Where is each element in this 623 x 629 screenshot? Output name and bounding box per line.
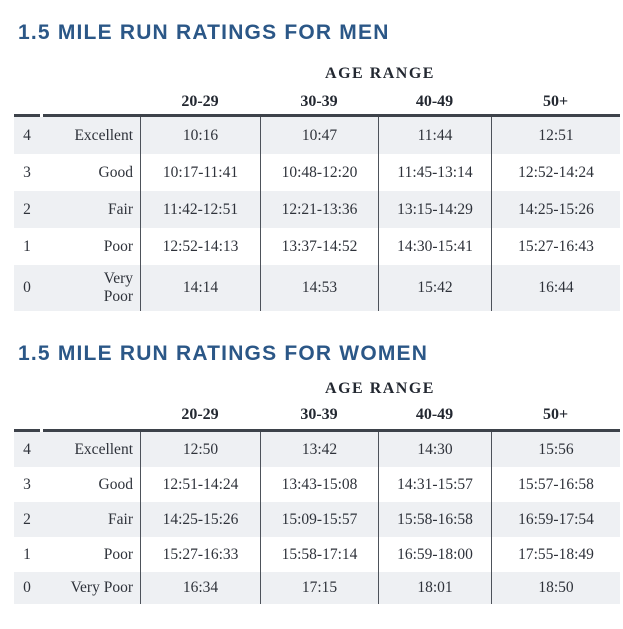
score-cell: 3: [23, 163, 31, 181]
rating-label-cell: Very Poor: [103, 270, 133, 306]
women-ratings-section: 1.5 MILE RUN RATINGS FOR WOMEN AGE RANGE…: [14, 342, 623, 605]
time-value-cell: 14:25-15:26: [491, 191, 620, 229]
top-border-gap: [40, 429, 43, 433]
rating-label-cell: Very Poor: [70, 579, 133, 597]
women-ratings-table: 4 Excellent 12:50 13:42 14:30 15:56 3 Good 12:51…: [14, 429, 620, 605]
rating-label-cell: Excellent: [74, 440, 133, 458]
table-row: 4 Excellent 12:50 13:42 14:30 15:56: [14, 432, 620, 468]
rating-label-cell: Excellent: [74, 126, 133, 144]
time-value-cell: 12:52-14:24: [491, 154, 620, 192]
page: 1.5 MILE RUN RATINGS FOR MEN AGE RANGE 2…: [14, 21, 623, 605]
time-value-cell: 18:01: [378, 572, 491, 605]
time-value-cell: 13:15-14:29: [378, 191, 491, 229]
age-column-header: 30-39: [300, 405, 338, 423]
time-value-cell: 10:47: [260, 117, 378, 155]
women-age-column-headers: 20-29 30-39 40-49 50+: [140, 406, 620, 424]
table-row: 1 Poor 15:27-16:33 15:58-17:14 16:59-18:00 17…: [14, 537, 620, 573]
time-value-cell: 14:25-15:26: [140, 502, 260, 538]
table-row: 0 Very Poor 14:14 14:53 15:42 16:44: [14, 265, 620, 312]
score-cell: 2: [23, 510, 31, 528]
table-row: 2 Fair 11:42-12:51 12:21-13:36 13:15-14:29 14…: [14, 191, 620, 229]
time-value-cell: 10:17-11:41: [140, 154, 260, 192]
table-row: 2 Fair 14:25-15:26 15:09-15:57 15:58-16:58 16…: [14, 502, 620, 538]
table-row: 3 Good 12:51-14:24 13:43-15:08 14:31-15:57 15…: [14, 467, 620, 503]
time-value-cell: 13:43-15:08: [260, 467, 378, 503]
time-value-cell: 15:58-16:58: [378, 502, 491, 538]
time-value-cell: 15:42: [378, 265, 491, 312]
men-ratings-table: 4 Excellent 10:16 10:47 11:44 12:51 3 Good 10:17…: [14, 114, 620, 312]
age-column-header: 50+: [542, 92, 569, 110]
women-section-title: 1.5 MILE RUN RATINGS FOR WOMEN: [18, 342, 429, 366]
time-value-cell: 14:30: [378, 432, 491, 468]
score-cell: 4: [23, 126, 31, 144]
men-age-column-headers: 20-29 30-39 40-49 50+: [140, 93, 620, 111]
score-cell: 0: [23, 579, 31, 597]
time-value-cell: 12:51-14:24: [140, 467, 260, 503]
time-value-cell: 14:53: [260, 265, 378, 312]
time-value-cell: 12:21-13:36: [260, 191, 378, 229]
rating-label-cell: Poor: [103, 237, 133, 255]
rating-label-cell: Poor: [103, 545, 133, 563]
score-cell: 1: [23, 545, 31, 563]
time-value-cell: 15:09-15:57: [260, 502, 378, 538]
time-value-cell: 16:34: [140, 572, 260, 605]
time-value-cell: 12:50: [140, 432, 260, 468]
men-ratings-section: 1.5 MILE RUN RATINGS FOR MEN AGE RANGE 2…: [14, 21, 623, 312]
time-value-cell: 10:48-12:20: [260, 154, 378, 192]
time-value-cell: 11:42-12:51: [140, 191, 260, 229]
time-value-cell: 13:37-14:52: [260, 228, 378, 266]
rating-label-cell: Fair: [108, 200, 133, 218]
age-column-header: 20-29: [181, 92, 219, 110]
time-value-cell: 17:55-18:49: [491, 537, 620, 573]
rating-label-cell: Good: [98, 163, 133, 181]
rating-label-cell: Good: [98, 475, 133, 493]
time-value-cell: 15:57-16:58: [491, 467, 620, 503]
table-row: 3 Good 10:17-11:41 10:48-12:20 11:45-13:14 12…: [14, 154, 620, 192]
time-value-cell: 10:16: [140, 117, 260, 155]
time-value-cell: 11:45-13:14: [378, 154, 491, 192]
age-column-header: 30-39: [300, 92, 338, 110]
time-value-cell: 15:56: [491, 432, 620, 468]
score-cell: 0: [23, 279, 31, 297]
age-column-header: 40-49: [415, 405, 454, 423]
time-value-cell: 16:44: [491, 265, 620, 312]
age-column-header: 50+: [542, 405, 569, 423]
table-row: 4 Excellent 10:16 10:47 11:44 12:51: [14, 117, 620, 155]
time-value-cell: 15:27-16:43: [491, 228, 620, 266]
women-age-range-label: AGE RANGE: [325, 380, 435, 398]
score-cell: 3: [23, 475, 31, 493]
age-column-header: 20-29: [181, 405, 219, 423]
time-value-cell: 17:15: [260, 572, 378, 605]
time-value-cell: 13:42: [260, 432, 378, 468]
time-value-cell: 12:51: [491, 117, 620, 155]
time-value-cell: 15:58-17:14: [260, 537, 378, 573]
age-column-header: 40-49: [415, 92, 454, 110]
score-cell: 4: [23, 440, 31, 458]
time-value-cell: 14:30-15:41: [378, 228, 491, 266]
score-cell: 1: [23, 237, 31, 255]
time-value-cell: 18:50: [491, 572, 620, 605]
time-value-cell: 14:14: [140, 265, 260, 312]
time-value-cell: 11:44: [378, 117, 491, 155]
table-row: 1 Poor 12:52-14:13 13:37-14:52 14:30-15:41 15…: [14, 228, 620, 266]
time-value-cell: 16:59-17:54: [491, 502, 620, 538]
table-row: 0 Very Poor 16:34 17:15 18:01 18:50: [14, 572, 620, 605]
rating-label-cell: Fair: [108, 510, 133, 528]
time-value-cell: 16:59-18:00: [378, 537, 491, 573]
time-value-cell: 12:52-14:13: [140, 228, 260, 266]
time-value-cell: 14:31-15:57: [378, 467, 491, 503]
men-age-range-label: AGE RANGE: [325, 65, 435, 82]
time-value-cell: 15:27-16:33: [140, 537, 260, 573]
score-cell: 2: [23, 200, 31, 218]
men-section-title: 1.5 MILE RUN RATINGS FOR MEN: [18, 21, 390, 44]
top-border-gap: [40, 114, 43, 118]
